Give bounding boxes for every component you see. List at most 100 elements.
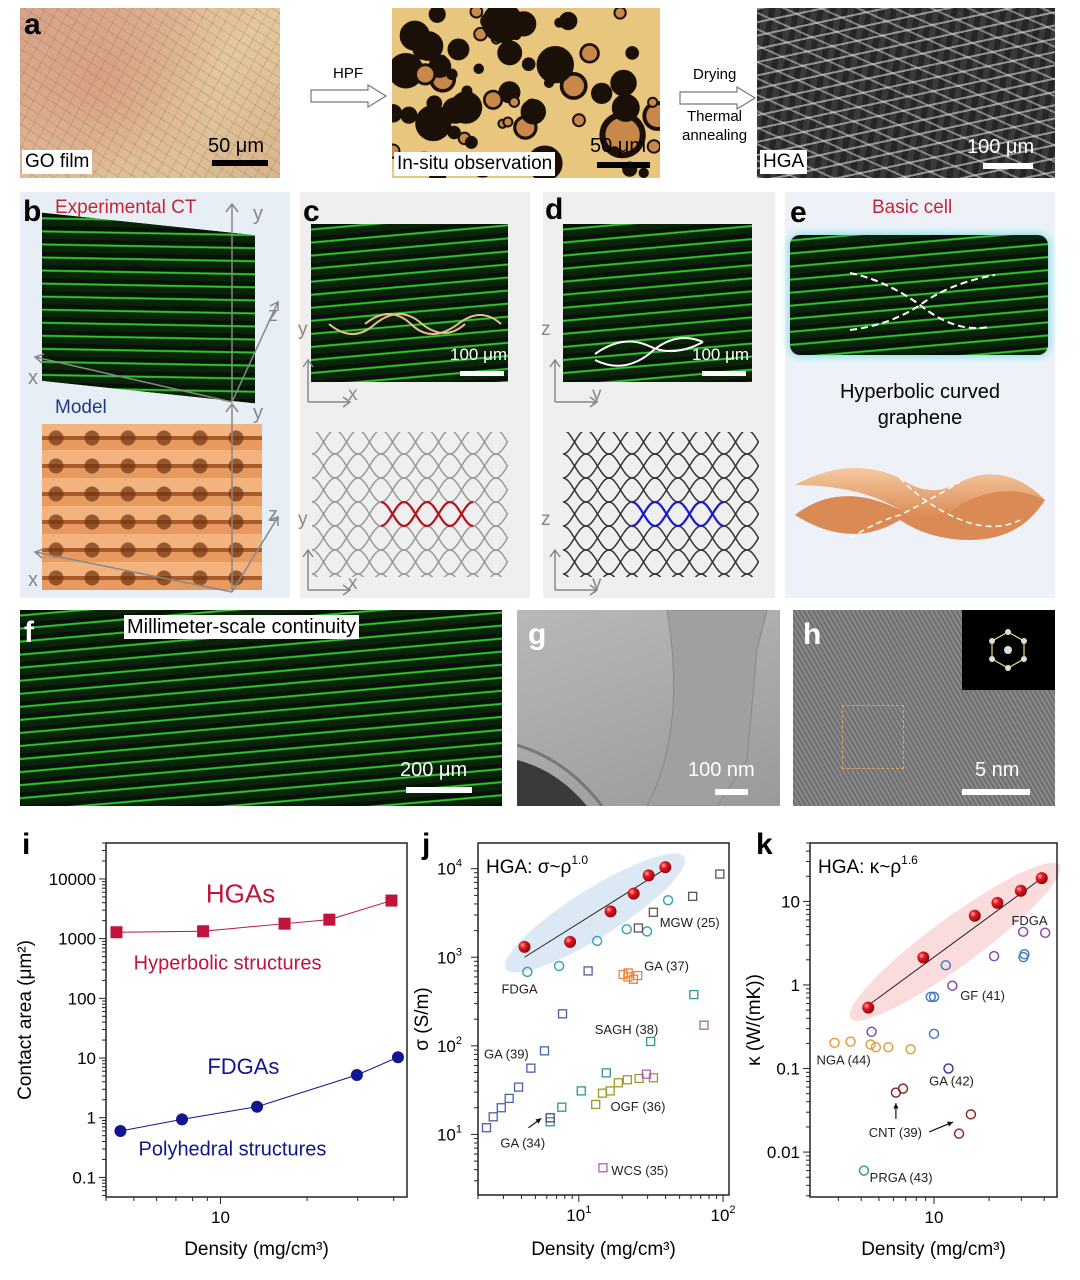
data-point <box>605 1086 615 1096</box>
bubble <box>625 46 639 60</box>
fit-line <box>524 868 666 958</box>
lattice-line <box>312 453 508 479</box>
series-label: NGA (44) <box>817 1053 871 1068</box>
title-exponent: 1.0 <box>571 853 588 867</box>
data-point <box>659 861 672 874</box>
data-point <box>991 896 1004 909</box>
y-tick-label: 102 <box>437 1035 462 1056</box>
series-label: FDGA <box>501 982 537 997</box>
y-tick-label: 104 <box>437 858 462 879</box>
y-tick-label: 1 <box>791 976 800 995</box>
data-point <box>601 1068 611 1078</box>
data-point <box>646 1036 656 1047</box>
data-point <box>553 960 565 972</box>
in-situ-scale-bar <box>597 162 650 168</box>
lattice-line <box>563 525 759 551</box>
series-label: GA (37) <box>644 958 689 973</box>
data-point <box>622 1075 632 1085</box>
y-tick-label: 10000 <box>49 870 96 889</box>
x-tick-exponent: 2 <box>729 1204 735 1216</box>
panel-letter-c: c <box>303 195 320 228</box>
panel-letter-b: b <box>23 195 42 228</box>
data-point <box>865 1039 876 1050</box>
series-label: GF (41) <box>960 988 1005 1003</box>
data-point <box>866 1026 877 1038</box>
title-exponent: 1.6 <box>901 853 918 867</box>
data-point <box>965 1109 977 1120</box>
bubble <box>508 96 521 108</box>
panel-letter-a: a <box>24 8 41 41</box>
continuity-label: Millimeter-scale continuity <box>124 615 359 639</box>
bubble <box>399 20 430 51</box>
bubble <box>400 106 418 124</box>
bubble <box>469 8 484 19</box>
lattice-line <box>563 477 759 503</box>
data-point <box>943 1063 954 1074</box>
series-label: MGW (25) <box>660 915 720 930</box>
go-film-micrograph <box>20 8 280 178</box>
bubble <box>502 116 514 128</box>
y-tick-label: 0.01 <box>767 1143 800 1162</box>
series-label: HGAs <box>206 879 275 909</box>
highlighted-cell <box>631 501 725 528</box>
bubble <box>497 40 523 66</box>
bubble <box>646 139 660 154</box>
bubble <box>613 8 627 20</box>
axis-v-label: z <box>541 319 551 340</box>
series-label: FDGAs <box>207 1054 279 1079</box>
arrow-right-icon <box>310 84 388 108</box>
panel-letter-k: k <box>756 828 773 861</box>
lattice-line <box>563 477 759 503</box>
data-point <box>591 1099 601 1110</box>
hga-sem-image <box>757 8 1055 178</box>
bubble <box>525 98 539 112</box>
data-point <box>1014 884 1027 897</box>
bubble <box>638 167 649 178</box>
panel-letter-f: f <box>24 616 34 649</box>
x-tick-label: 101 <box>566 1204 591 1225</box>
y-tick-exponent: 2 <box>456 1035 462 1047</box>
y-axis-label: σ (S/m) <box>412 987 433 1050</box>
bubble <box>449 91 483 124</box>
x-axis-label: Density (mg/cm³) <box>861 1239 1006 1260</box>
axis-h-label: y <box>592 573 602 594</box>
lattice-diagram-yz <box>563 432 759 577</box>
series-label: GA (34) <box>500 1136 545 1151</box>
chart-title: HGA: κ~ρ1.6 <box>818 853 918 878</box>
data-point <box>513 1082 524 1092</box>
data-point <box>633 923 644 933</box>
series-label: GA (39) <box>484 1046 529 1061</box>
data-point <box>642 869 655 882</box>
bubble <box>447 125 461 140</box>
series-label: CNT (39) <box>869 1125 922 1140</box>
caption-line-1: Hyperbolic curved <box>839 381 1001 403</box>
axis-h-label: y <box>592 384 602 405</box>
region-of-interest-box <box>842 705 904 769</box>
data-point <box>623 968 633 978</box>
data-point <box>323 913 336 926</box>
y-tick-label: 0.1 <box>72 1168 96 1187</box>
arrow-right-icon <box>679 86 757 110</box>
data-point <box>641 1069 652 1079</box>
data-point <box>278 917 291 930</box>
axis-z-label: z <box>268 304 278 326</box>
lattice-line <box>563 453 759 479</box>
data-point <box>618 969 628 980</box>
x-tick-exponent: 1 <box>585 1204 591 1216</box>
data-point <box>988 950 1000 962</box>
axis-v-label: y <box>298 509 308 530</box>
lattice-line <box>563 432 759 455</box>
data-point <box>197 925 210 938</box>
lattice-line <box>312 432 508 455</box>
basic-cell-outline <box>849 272 996 331</box>
lattice-line <box>563 525 759 551</box>
y-tick-label: 0.1 <box>776 1060 800 1079</box>
data-point <box>350 1068 363 1081</box>
data-point <box>627 887 640 900</box>
series-label: PRGA (43) <box>870 1170 933 1185</box>
hga-scale-bar <box>983 163 1033 169</box>
lattice-diagram-xy <box>312 432 508 577</box>
y-tick-label: 1 <box>87 1109 96 1128</box>
bubble <box>415 104 452 142</box>
f-scale-text: 200 μm <box>400 759 468 781</box>
